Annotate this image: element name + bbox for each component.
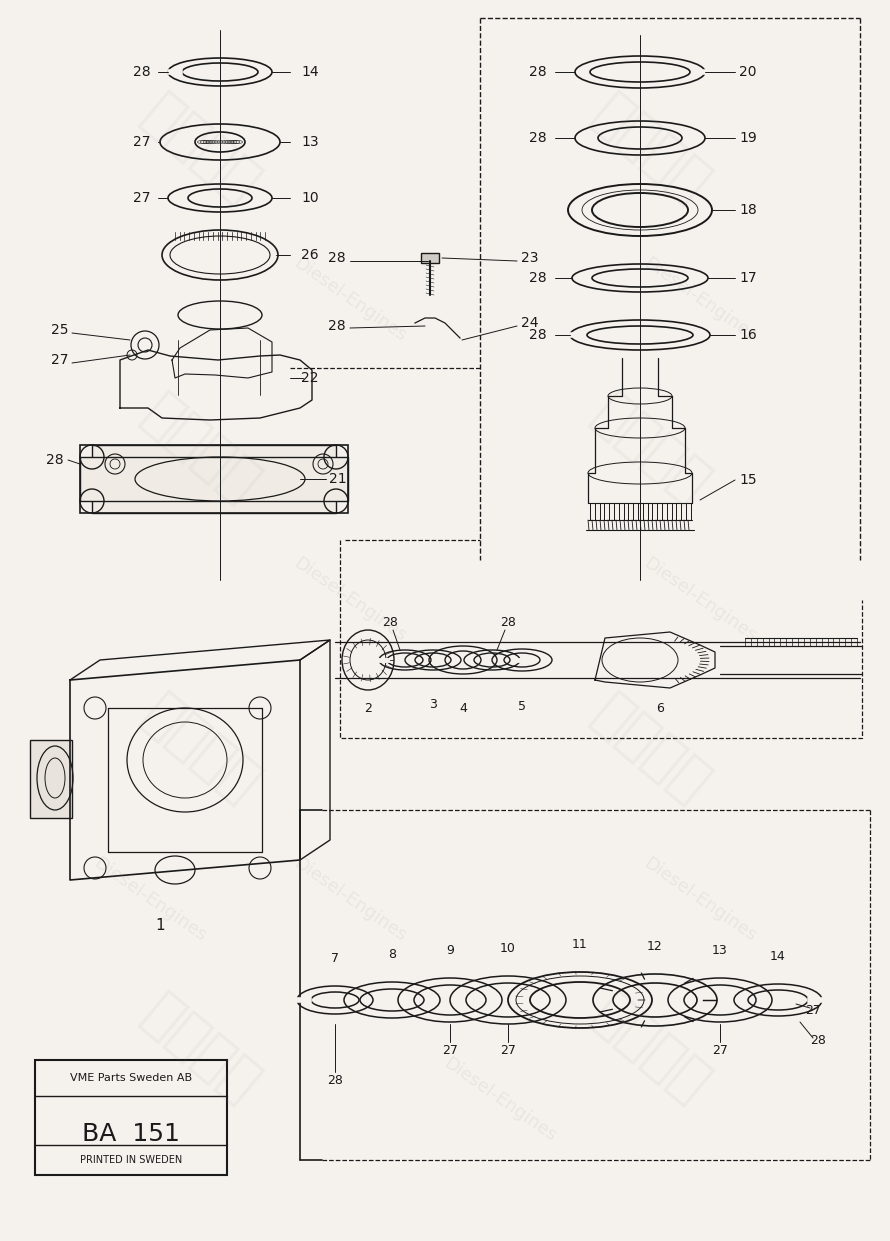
Text: 28: 28 [328, 319, 346, 333]
Text: 紫发动力: 紫发动力 [132, 987, 268, 1113]
Text: 18: 18 [739, 204, 756, 217]
Text: 27: 27 [52, 352, 69, 367]
Bar [80, 457, 348, 501]
Text: Diesel-Engines: Diesel-Engines [90, 854, 210, 946]
Text: 28: 28 [134, 65, 150, 79]
Text: 10: 10 [500, 942, 516, 954]
Text: 紫发动力: 紫发动力 [582, 87, 718, 213]
Text: 9: 9 [446, 943, 454, 957]
Text: 27: 27 [805, 1004, 821, 1016]
Text: 12: 12 [647, 939, 663, 953]
Text: 27: 27 [442, 1045, 458, 1057]
Text: 23: 23 [522, 251, 538, 266]
Text: 28: 28 [46, 453, 64, 467]
Text: PRINTED IN SWEDEN: PRINTED IN SWEDEN [80, 1155, 182, 1165]
Text: 28: 28 [327, 1075, 343, 1087]
Bar [421, 253, 439, 263]
Text: 17: 17 [740, 271, 756, 285]
Text: 紫发动力: 紫发动力 [132, 386, 268, 514]
Text: 紫发动力: 紫发动力 [582, 686, 718, 813]
Text: Diesel-Engines: Diesel-Engines [290, 555, 409, 645]
Text: 3: 3 [429, 699, 437, 711]
Text: 14: 14 [770, 949, 786, 963]
Text: 14: 14 [301, 65, 319, 79]
Text: 紫发动力: 紫发动力 [582, 987, 718, 1113]
Text: 19: 19 [739, 132, 756, 145]
Text: 28: 28 [500, 616, 516, 628]
Text: 28: 28 [530, 132, 546, 145]
Text: 6: 6 [656, 701, 664, 715]
Text: 24: 24 [522, 316, 538, 330]
Text: 2: 2 [364, 701, 372, 715]
Text: Diesel-Engines: Diesel-Engines [640, 254, 760, 345]
Text: 27: 27 [134, 135, 150, 149]
Text: 7: 7 [331, 952, 339, 964]
Text: 26: 26 [301, 248, 319, 262]
Text: Diesel-Engines: Diesel-Engines [441, 1055, 560, 1145]
Text: 10: 10 [301, 191, 319, 205]
Text: 28: 28 [810, 1034, 826, 1046]
Text: 11: 11 [572, 937, 588, 951]
Text: 20: 20 [740, 65, 756, 79]
Text: 27: 27 [500, 1045, 516, 1057]
Text: 28: 28 [328, 251, 346, 266]
Text: 紫发动力: 紫发动力 [132, 87, 268, 213]
Text: 13: 13 [712, 943, 728, 957]
Text: 28: 28 [530, 328, 546, 343]
Text: 5: 5 [518, 700, 526, 714]
Bar [35, 1060, 227, 1175]
Text: 21: 21 [329, 472, 347, 486]
Text: 8: 8 [388, 947, 396, 961]
Text: 27: 27 [134, 191, 150, 205]
Text: 25: 25 [52, 323, 69, 338]
Text: 紫发动力: 紫发动力 [132, 686, 268, 813]
Text: 27: 27 [712, 1045, 728, 1057]
Bar [30, 740, 72, 818]
Text: 15: 15 [740, 473, 756, 486]
Bar [80, 446, 348, 513]
Text: 28: 28 [530, 271, 546, 285]
Text: 16: 16 [739, 328, 756, 343]
Text: BA  151: BA 151 [82, 1122, 180, 1145]
Text: Diesel-Engines: Diesel-Engines [290, 854, 409, 946]
Text: Diesel-Engines: Diesel-Engines [640, 854, 760, 946]
Text: 13: 13 [301, 135, 319, 149]
Text: 22: 22 [301, 371, 319, 385]
Text: VME Parts Sweden AB: VME Parts Sweden AB [70, 1073, 192, 1083]
Text: 1: 1 [155, 917, 165, 932]
Text: 28: 28 [530, 65, 546, 79]
Text: 28: 28 [382, 616, 398, 628]
Text: 紫发动力: 紫发动力 [582, 386, 718, 514]
Text: Diesel-Engines: Diesel-Engines [640, 555, 760, 645]
Text: 4: 4 [459, 701, 467, 715]
Text: Diesel-Engines: Diesel-Engines [290, 254, 409, 345]
Bar [92, 446, 336, 513]
